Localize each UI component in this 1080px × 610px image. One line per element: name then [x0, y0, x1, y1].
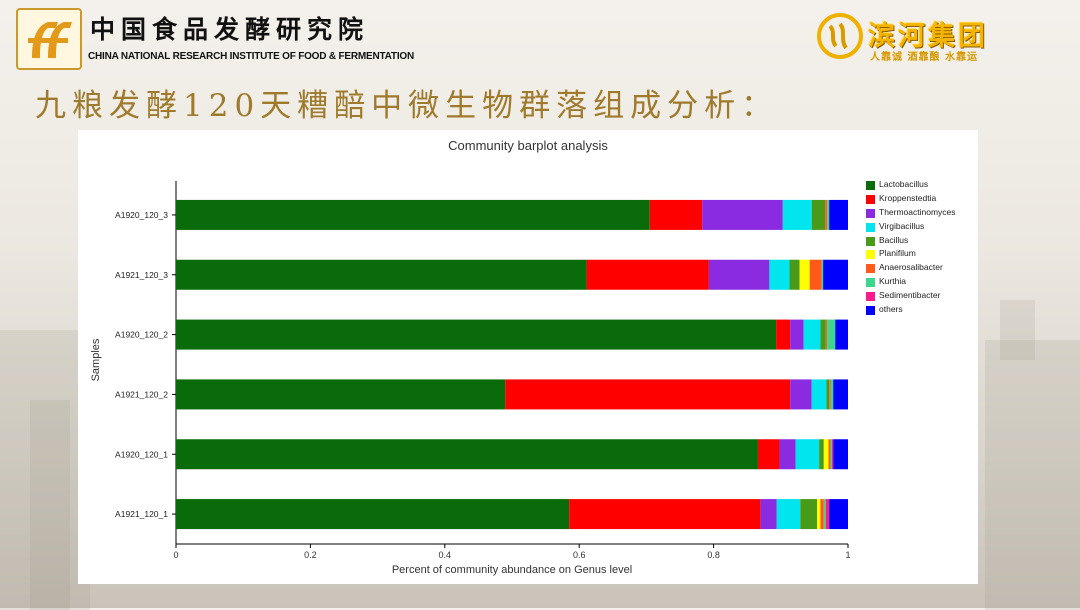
binhe-logo-icon — [817, 13, 863, 59]
bar-segment-kurthia — [823, 499, 826, 530]
chart-panel: Community barplot analysis 0 0.2 0.4 0.6 0.8… — [78, 130, 978, 584]
bar-segment-planifilum — [799, 259, 810, 290]
bar-segment-thermoactinomyces — [790, 379, 812, 410]
y-tick-label: A1920_120_2 — [115, 330, 168, 340]
bar-segment-planifilum — [817, 499, 821, 530]
legend-swatch — [866, 208, 875, 218]
bar-segment-lactobacillus — [176, 379, 506, 410]
bar-segment-virgibacillus — [811, 379, 827, 410]
legend-label: Bacillus — [879, 234, 909, 245]
brand-logo: 滨河集团 人靠诚 酒靠酿 水靠运 — [816, 12, 1000, 64]
legend-swatch — [866, 278, 875, 288]
legend-swatch — [866, 181, 875, 190]
bar-segment-anaerosalibacter — [829, 379, 831, 410]
legend-swatch — [866, 194, 875, 204]
legend-label: Virgibacillus — [879, 220, 925, 231]
ff-logo-icon — [16, 8, 82, 70]
bar-segment-lactobacillus — [176, 439, 758, 470]
bar-segment-kroppenstedtia — [569, 499, 761, 530]
bar-segment-bacillus — [820, 319, 826, 350]
legend-swatch — [866, 306, 875, 316]
x-tick-label: 1 — [845, 550, 850, 560]
bar-segment-bacillus — [811, 199, 826, 230]
bar-segment-anaerosalibacter — [828, 439, 831, 470]
institute-name-cn: 中国食品发酵研究院 — [90, 15, 370, 44]
legend-label: Kroppenstedtia — [879, 192, 937, 203]
bar-segment-virgibacillus — [776, 499, 801, 530]
bar-segment-lactobacillus — [176, 319, 777, 350]
bar-segment-lactobacillus — [176, 199, 650, 230]
bar-segment-thermoactinomyces — [790, 319, 804, 350]
bar-segment-others — [833, 379, 848, 410]
bar-segment-sedimentibacter — [825, 499, 830, 530]
bar-segment-bacillus — [789, 259, 800, 290]
institute-name-en: CHINA NATIONAL RESEARCH INSTITUTE OF FOO… — [88, 51, 415, 62]
legend-swatch — [866, 222, 875, 232]
x-tick-label: 0.4 — [439, 550, 452, 560]
legend-label: Kurthia — [879, 276, 906, 287]
x-tick-label: 0.2 — [304, 550, 317, 560]
bar-segment-lactobacillus — [176, 259, 587, 290]
bar-segment-kroppenstedtia — [586, 259, 709, 290]
bar-segment-thermoactinomyces — [708, 259, 770, 290]
bar-segment-thermoactinomyces — [779, 439, 796, 470]
x-axis-label: Percent of community abundance on Genus … — [391, 564, 633, 576]
chart-title: Community barplot analysis — [448, 138, 608, 153]
bar-segment-virgibacillus — [795, 439, 820, 470]
slide-title: 九粮发酵120天糟醅中微生物群落组成分析： — [35, 88, 779, 124]
bar-segment-kurthia — [827, 199, 830, 230]
legend-swatch — [866, 264, 875, 274]
bar-segment-bacillus — [800, 499, 818, 530]
brand-name: 滨河集团 — [868, 21, 988, 52]
legend-label: Thermoactinomyces — [879, 206, 956, 217]
bar-segment-virgibacillus — [769, 259, 790, 290]
bar-segment-thermoactinomyces — [760, 499, 777, 530]
y-tick-label: A1921_120_1 — [115, 509, 168, 519]
bar-segment-kurthia — [830, 439, 832, 470]
bar-segment-others — [833, 439, 848, 470]
bar-segment-kroppenstedtia — [649, 199, 703, 230]
bar-segment-kroppenstedtia — [505, 379, 791, 410]
bar-segment-virgibacillus — [803, 319, 821, 350]
bar-segment-others — [823, 259, 848, 290]
bar-segment-kurthia — [827, 319, 836, 350]
bar-segment-sedimentibacter — [831, 439, 834, 470]
bar-segment-others — [829, 199, 848, 230]
bar-segment-anaerosalibacter — [820, 499, 824, 530]
bar-segment-others — [829, 499, 848, 530]
bar-segment-others — [835, 319, 848, 350]
bar-segment-anaerosalibacter — [825, 319, 828, 350]
bar-segment-bacillus — [826, 379, 830, 410]
y-tick-label: A1920_120_3 — [115, 210, 168, 220]
legend-swatch — [866, 236, 875, 246]
x-tick-label: 0.8 — [707, 550, 720, 560]
bar-segment-thermoactinomyces — [702, 199, 783, 230]
bar-segment-kurthia — [830, 379, 834, 410]
legend-label: Sedimentibacter — [879, 290, 941, 301]
legend-label: Lactobacillus — [879, 179, 929, 189]
bar-segment-kurthia — [821, 259, 824, 290]
y-tick-label: A1920_120_1 — [115, 449, 168, 459]
y-tick-label: A1921_120_3 — [115, 270, 168, 280]
x-tick-label: 0 — [173, 550, 178, 560]
bar-segment-lactobacillus — [176, 499, 570, 530]
y-axis-label: Samples — [90, 338, 102, 382]
bar-segment-anaerosalibacter — [825, 199, 828, 230]
bar-segment-kroppenstedtia — [776, 319, 791, 350]
bar-segment-virgibacillus — [782, 199, 812, 230]
slide-header: 中国食品发酵研究院 CHINA NATIONAL RESEARCH INSTIT… — [0, 0, 1080, 70]
legend-label: Planifilum — [879, 248, 916, 259]
bar-segment-planifilum — [823, 439, 829, 470]
legend-swatch — [866, 292, 875, 302]
brand-slogan: 人靠诚 酒靠酿 水靠运 — [870, 52, 978, 63]
y-tick-label: A1921_120_2 — [115, 389, 168, 399]
x-tick-label: 0.6 — [573, 550, 586, 560]
legend-swatch — [866, 250, 875, 260]
bar-segment-bacillus — [819, 439, 824, 470]
bar-segment-anaerosalibacter — [809, 259, 822, 290]
legend-label: others — [879, 304, 903, 315]
community-barplot: 0 0.2 0.4 0.6 0.8 1 A1920_120_3 A1921_120_3 A192… — [115, 181, 851, 560]
legend-label: Anaerosalibacter — [879, 262, 943, 273]
bar-segment-kroppenstedtia — [757, 439, 780, 470]
